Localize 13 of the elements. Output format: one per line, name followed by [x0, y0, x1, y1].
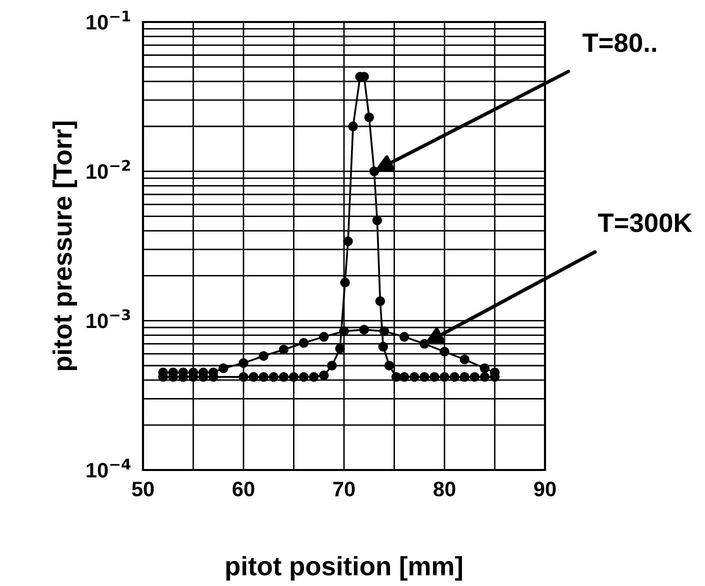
x-tick-label: 90 [534, 482, 556, 496]
y-tick-label: 10$^{−1}$ [86, 10, 130, 30]
x-tick-label: 50 [132, 482, 154, 496]
y-tick-label: 10$^{−4}$ [86, 458, 130, 478]
x-axis-title: pitot position [mm] [226, 556, 462, 581]
annotation: T=300K [598, 213, 692, 232]
annotation: T=80.. [582, 33, 656, 52]
y-tick-label: 10$^{−2}$ [86, 160, 130, 179]
x-tick-label: 70 [333, 482, 355, 496]
y-axis-title: pitot pressure [Torr] [52, 122, 78, 370]
y-tick-label: 10$^{−3}$ [86, 309, 130, 328]
x-tick-label: 80 [434, 482, 456, 496]
x-tick-label: 60 [232, 482, 254, 496]
